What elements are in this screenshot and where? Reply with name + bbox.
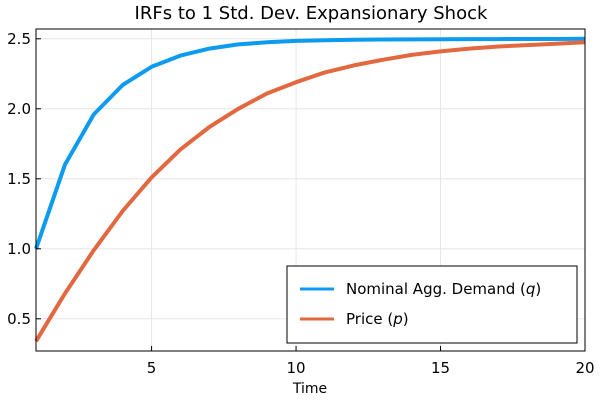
x-tick-label: 5 <box>147 359 157 377</box>
y-tick-label: 2.0 <box>7 100 31 118</box>
legend: Nominal Agg. Demand (q) Price (p) <box>286 265 578 344</box>
y-tick-label: 1.5 <box>7 170 31 188</box>
x-tick-label: 15 <box>431 359 450 377</box>
series-line-2 <box>34 40 586 343</box>
x-axis-label: Time <box>292 381 327 397</box>
y-tick-label: 0.5 <box>7 310 31 328</box>
y-tick-label: 2.5 <box>7 30 31 48</box>
legend-label-1: Nominal Agg. Demand (q) <box>346 280 541 298</box>
x-tick-label: 10 <box>287 359 306 377</box>
chart-title: IRFs to 1 Std. Dev. Expansionary Shock <box>135 3 488 24</box>
legend-label-2: Price (p) <box>346 310 409 328</box>
x-tick-label: 20 <box>575 359 594 377</box>
plot-frame <box>35 28 586 352</box>
y-tick-label: 1.0 <box>7 240 31 258</box>
legend-box <box>286 265 578 344</box>
axis-ticks: 5 10 15 20 0.5 1.0 1.5 2.0 2.5 <box>7 30 594 377</box>
series-line-1 <box>34 36 586 250</box>
plot-series <box>34 36 586 343</box>
